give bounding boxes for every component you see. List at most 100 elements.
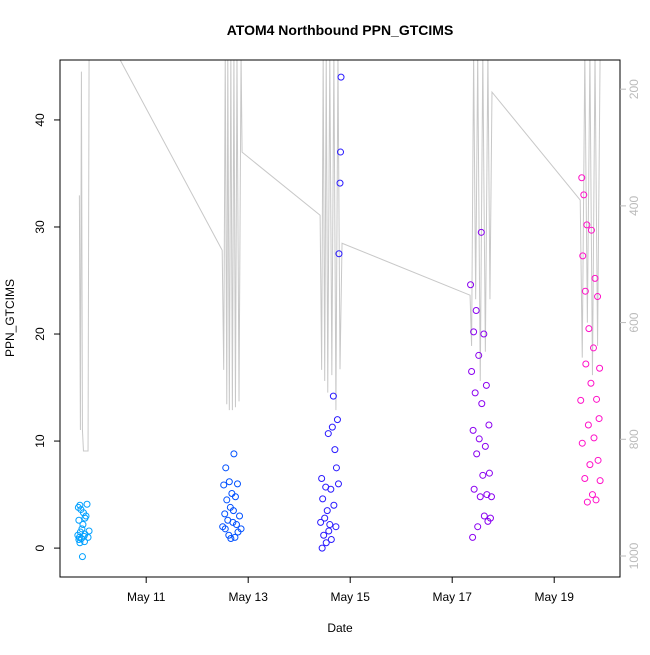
data-point xyxy=(480,512,488,520)
data-point xyxy=(325,527,333,535)
chart-title: ATOM4 Northbound PPN_GTCIMS xyxy=(227,22,454,38)
data-point xyxy=(486,514,494,522)
data-point xyxy=(76,501,84,509)
data-point xyxy=(329,392,337,400)
data-point xyxy=(327,485,335,493)
data-point xyxy=(480,330,488,338)
data-point xyxy=(473,450,481,458)
data-point xyxy=(581,475,589,483)
data-point xyxy=(222,464,230,472)
data-point xyxy=(335,250,343,258)
data-point xyxy=(596,477,604,485)
data-point xyxy=(578,439,586,447)
data-point xyxy=(227,534,235,542)
data-point xyxy=(230,450,238,458)
data-point xyxy=(330,501,338,509)
data-point xyxy=(485,469,493,477)
y-tick-label: 0 xyxy=(33,544,47,551)
y-tick-label: 30 xyxy=(33,220,47,234)
data-point xyxy=(78,553,86,561)
data-point xyxy=(324,430,332,438)
data-point xyxy=(317,518,325,526)
data-point xyxy=(469,426,477,434)
plot-frame xyxy=(59,59,621,578)
data-point xyxy=(583,221,591,229)
y-tick-label: 20 xyxy=(33,327,47,341)
y-tick-label: 10 xyxy=(33,434,47,448)
data-point xyxy=(326,521,334,529)
x-tick-label: May 13 xyxy=(229,590,269,604)
data-point xyxy=(321,514,329,522)
data-point xyxy=(331,446,339,454)
y2-tick-label: 600 xyxy=(627,312,641,332)
y2-tick-label: 200 xyxy=(627,79,641,99)
data-point xyxy=(474,523,482,531)
data-point xyxy=(83,500,91,508)
data-point xyxy=(485,421,493,429)
data-point xyxy=(229,518,237,526)
y2-tick-label: 400 xyxy=(627,196,641,216)
data-point xyxy=(479,471,487,479)
data-point xyxy=(579,252,587,260)
data-point xyxy=(470,485,478,493)
data-point xyxy=(470,328,478,336)
data-point xyxy=(318,475,326,483)
data-point xyxy=(583,498,591,506)
plot-area xyxy=(74,60,604,561)
data-point xyxy=(328,423,336,431)
data-point xyxy=(584,421,592,429)
data-point xyxy=(336,179,344,187)
data-point xyxy=(593,395,601,403)
data-point xyxy=(582,360,590,368)
data-point xyxy=(595,415,603,423)
data-point xyxy=(475,351,483,359)
data-point xyxy=(228,490,236,498)
data-point xyxy=(482,381,490,389)
data-point xyxy=(221,510,229,518)
data-point xyxy=(237,525,245,533)
data-point xyxy=(472,306,480,314)
data-point xyxy=(318,544,326,552)
data-point xyxy=(337,73,345,81)
data-point xyxy=(586,461,594,469)
data-point xyxy=(481,442,489,450)
data-point xyxy=(320,531,328,539)
data-point xyxy=(85,527,93,535)
data-point xyxy=(323,507,331,515)
depth-line xyxy=(78,60,601,452)
data-point xyxy=(477,228,485,236)
data-point xyxy=(471,389,479,397)
data-point xyxy=(337,148,345,156)
y2-tick-label: 800 xyxy=(627,429,641,449)
data-point xyxy=(589,344,597,352)
x-tick-label: May 15 xyxy=(331,590,371,604)
data-point xyxy=(327,536,335,544)
data-point xyxy=(225,478,233,486)
data-point xyxy=(590,434,598,442)
data-point xyxy=(577,396,585,404)
data-point xyxy=(596,364,604,372)
data-point xyxy=(322,539,330,547)
data-point xyxy=(469,533,477,541)
y-tick-label: 40 xyxy=(33,113,47,127)
y-axis-label: PPN_GTCIMS xyxy=(3,279,17,357)
data-point xyxy=(581,287,589,295)
data-point xyxy=(594,293,602,301)
data-point xyxy=(233,480,241,488)
y2-tick-label: 1000 xyxy=(627,542,641,569)
data-point xyxy=(578,174,586,182)
data-point xyxy=(585,325,593,333)
data-point xyxy=(332,523,340,531)
data-point xyxy=(223,496,231,504)
data-point xyxy=(79,521,87,529)
data-point xyxy=(232,521,240,529)
data-point xyxy=(591,274,599,282)
data-point xyxy=(587,226,595,234)
data-point xyxy=(467,281,475,289)
data-point xyxy=(221,525,229,533)
data-point xyxy=(231,533,239,541)
data-point xyxy=(229,507,237,515)
data-point xyxy=(319,495,327,503)
data-point xyxy=(76,539,84,547)
